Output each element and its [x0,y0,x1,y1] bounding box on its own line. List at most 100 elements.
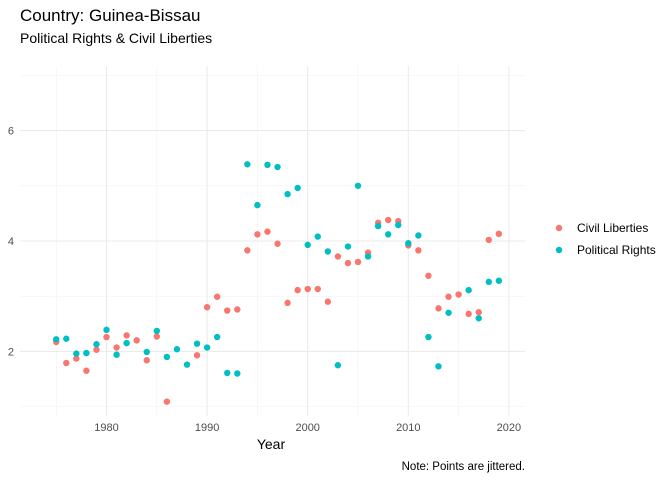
data-point [495,230,503,238]
x-tick-label: 2020 [497,422,521,434]
data-point [103,333,110,341]
x-tick-label: 1990 [195,422,219,434]
data-point [193,340,201,347]
data-point [234,306,241,313]
data-point [254,201,261,209]
data-point [274,240,281,247]
data-point [53,336,60,343]
data-point [425,333,432,341]
y-tick-label: 4 [8,236,14,248]
data-point [224,307,231,314]
data-point [435,305,442,312]
chart-caption: Note: Points are jittered. [402,461,525,473]
data-point [193,352,201,359]
data-point [334,253,342,260]
data-point [244,161,251,168]
data-point [384,216,392,224]
x-axis-title: Year [257,436,286,452]
data-point [254,231,261,238]
data-point [475,315,482,322]
data-point [304,285,311,293]
data-point [234,370,241,377]
x-tick-label: 1980 [94,422,118,434]
data-point [354,258,362,266]
data-point [63,359,70,367]
data-point [415,232,422,239]
data-point [163,353,171,361]
legend-key [555,246,563,254]
legend-label: Political Rights [577,243,656,257]
data-point [133,337,140,344]
data-point [364,253,372,260]
series-civil-liberties [53,216,503,405]
data-point [324,298,332,305]
data-point [304,241,311,249]
data-points [53,161,503,405]
plot-grid [20,66,525,416]
data-point [455,291,462,298]
data-point [113,351,120,358]
data-point [73,350,80,357]
data-point [495,277,503,284]
data-point [63,335,70,342]
y-tick-labels: 2 4 6 [8,126,14,359]
data-point [73,355,80,362]
data-point [294,184,301,192]
x-tick-label: 2010 [396,422,420,434]
data-point [103,326,110,334]
y-tick-label: 2 [8,346,14,358]
data-point [264,228,271,235]
data-point [374,222,382,230]
data-point [445,309,452,316]
data-point [475,309,482,316]
data-point [203,304,211,311]
data-point [143,357,150,364]
data-point [405,240,412,247]
data-point [384,231,392,238]
data-point [465,286,472,294]
data-point [274,163,281,171]
data-point [183,361,191,368]
data-point [224,369,231,377]
data-point [344,259,352,267]
data-point [334,362,342,369]
data-point [213,333,221,341]
chart-subtitle: Political Rights & Civil Liberties [20,30,212,46]
data-point [344,243,352,250]
series-political-rights [53,161,503,377]
data-point [83,367,90,374]
data-point [415,247,422,254]
data-point [284,190,291,198]
data-point [93,341,100,348]
data-point [294,286,301,294]
data-point [203,344,211,351]
data-point [213,293,221,300]
legend: Civil Liberties Political Rights [555,221,656,257]
data-point [284,299,291,307]
data-point [314,233,321,240]
data-point [93,346,100,353]
data-point [113,344,120,351]
x-tick-labels: 1980 1990 2000 2010 2020 [94,422,521,434]
data-point [123,339,130,347]
data-point [485,236,492,244]
data-point [143,348,150,356]
legend-label: Civil Liberties [577,221,648,235]
y-tick-label: 6 [8,126,14,138]
data-point [445,293,452,300]
data-point [123,332,130,339]
legend-key [555,224,563,232]
data-point [395,221,402,229]
chart-title: Country: Guinea-Bissau [20,6,200,25]
data-point [425,272,432,279]
data-point [83,349,90,357]
data-point [153,333,161,340]
data-point [244,247,251,254]
data-point [435,363,442,370]
data-point [163,398,171,405]
data-point [173,346,181,353]
data-point [324,248,332,255]
x-tick-label: 2000 [295,422,319,434]
data-point [485,278,492,286]
